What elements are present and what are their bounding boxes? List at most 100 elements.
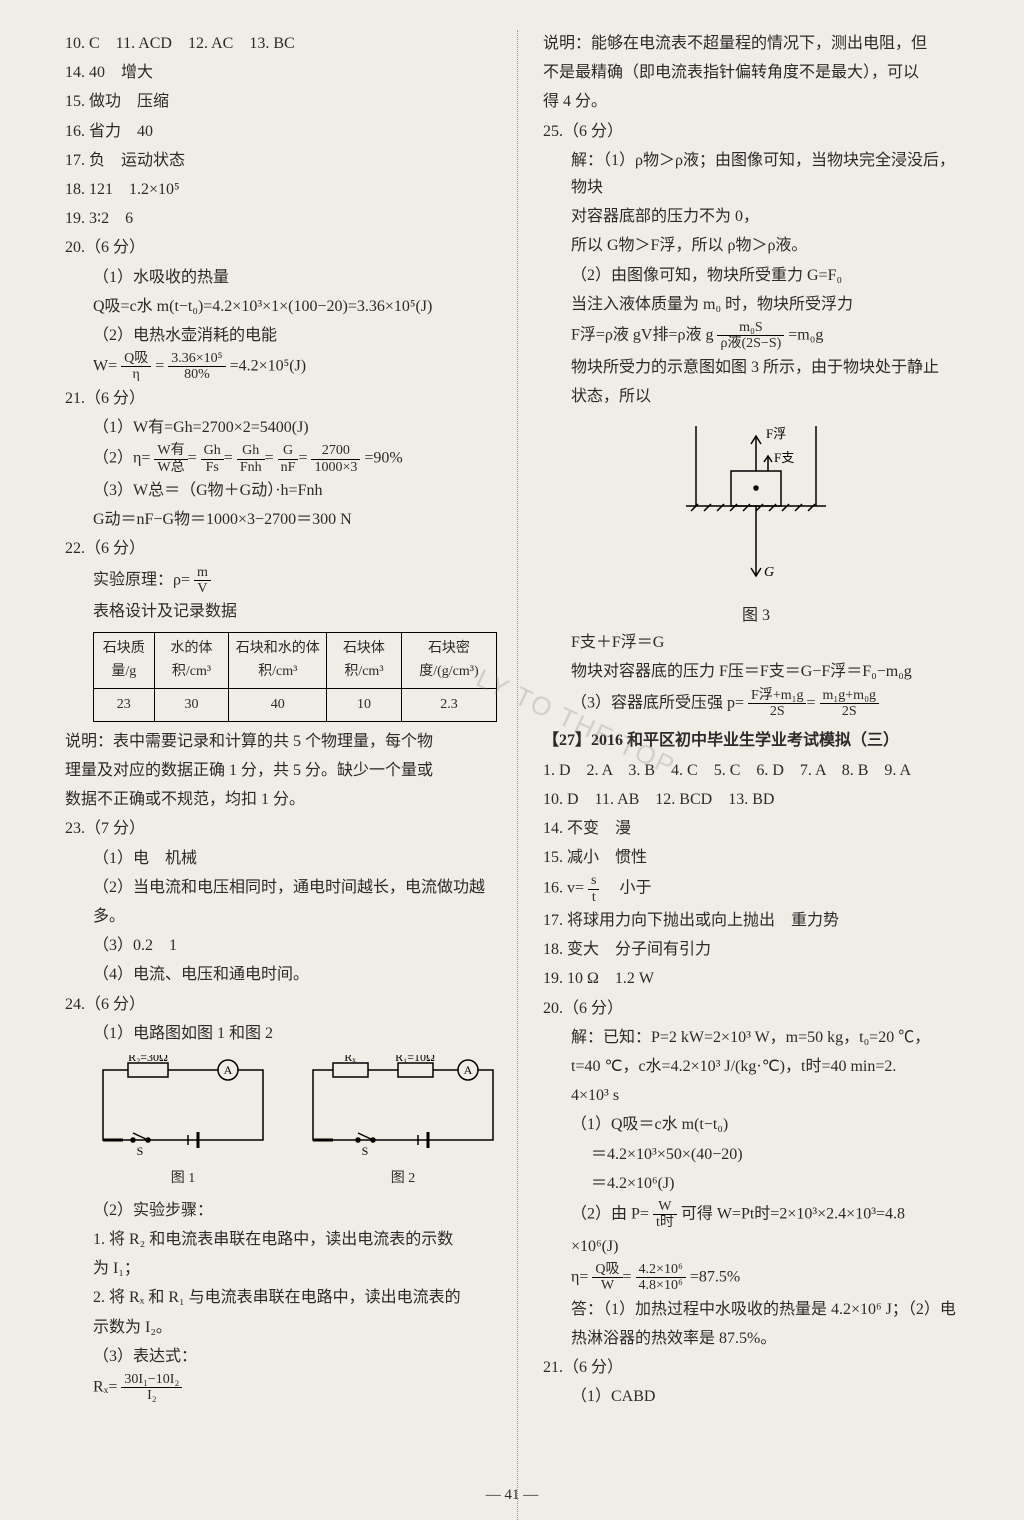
eq-text: F浮=ρ液 gV排=ρ液 g (571, 326, 717, 343)
svg-text:F支: F支 (774, 450, 794, 465)
table-cell: 2.3 (401, 689, 496, 722)
q24-2b2: 示数为 I₂。 (65, 1314, 497, 1341)
page-number: — 41 — (0, 1483, 1024, 1509)
note: 得 4 分。 (543, 88, 969, 115)
data-table: 石块质量/g 水的体积/cm³ 石块和水的体积/cm³ 石块体积/cm³ 石块密… (93, 632, 497, 722)
eq-text: （3）容器底所受压强 p= (571, 694, 744, 711)
table-cell: 石块质量/g (94, 632, 155, 689)
q25-2eq: F浮=ρ液 gV排=ρ液 g m₀Sρ液(2S−S) =m₀g (543, 320, 969, 352)
q20-1: （1）水吸收的热量 (65, 264, 497, 291)
q20b-2: （2）由 P= Wt时 可得 W=Pt时=2×10³×2.4×10³=4.8 (543, 1199, 969, 1231)
q20b-b: t=40 ℃，c水=4.2×10³ J/(kg·℃)，t时=40 min=2. (543, 1053, 969, 1080)
q20b-a: 解：已知：P=2 kW=2×10³ W，m=50 kg，t₀=20 ℃， (543, 1024, 969, 1051)
table-cell: 40 (229, 689, 327, 722)
q25-2f: 物块对容器底的压力 F压＝F支＝G−F浮＝F₀−m₀g (543, 658, 969, 685)
q25-3: （3）容器底所受压强 p= F浮+m₁g2S= m₁g+m₀g2S (543, 688, 969, 720)
circuit-caption: 图 1 (93, 1167, 273, 1191)
q25-2c: 物块所受力的示意图如图 3 所示，由于物块处于静止 (543, 354, 969, 381)
eq-text: 可得 W=Pt时=2×10³×2.4×10³=4.8 (681, 1206, 905, 1223)
q23-3: （3）0.2 1 (65, 932, 497, 959)
q24-2a: 1. 将 R₂ 和电流表串联在电路中，读出电流表的示数 (65, 1226, 497, 1253)
note: 不是最精确（即电流表指针偏转角度不是最大），可以 (543, 59, 969, 86)
table-cell: 石块和水的体积/cm³ (229, 632, 327, 689)
circuit-caption: 图 2 (303, 1167, 503, 1191)
answer-line: 19. 10 Ω 1.2 W (543, 965, 969, 992)
q25-1b: 对容器底部的压力不为 0， (543, 203, 969, 230)
eq-text: 16. v= (543, 880, 584, 897)
q22-note: 数据不正确或不规范，均扣 1 分。 (65, 786, 497, 813)
q21: 21.（6 分） (65, 385, 497, 412)
fraction: GhFnh (237, 443, 265, 475)
eq-text: （2）由 P= (571, 1206, 649, 1223)
svg-text:A: A (224, 1063, 233, 1077)
q22-a: 实验原理：ρ= mV (65, 565, 497, 597)
q25-2e: F支＋F浮＝G (543, 629, 969, 656)
answer-line: 17. 负 运动状态 (65, 147, 497, 174)
answer-line: 18. 变大 分子间有引力 (543, 936, 969, 963)
table-cell: 10 (327, 689, 402, 722)
answer-line: 17. 将球用力向下抛出或向上抛出 重力势 (543, 907, 969, 934)
answer-line: 14. 不变 漫 (543, 815, 969, 842)
section-27-title: 【27】2016 和平区初中毕业生学业考试模拟（三） (543, 727, 969, 754)
table-cell: 石块体积/cm³ (327, 632, 402, 689)
eq-text: 实验原理：ρ= (93, 571, 190, 588)
q25-2b: 当注入液体质量为 m₀ 时，物块所受浮力 (543, 291, 969, 318)
q20b-1a: （1）Q吸＝c水 m(t−t₀) (543, 1111, 969, 1138)
fraction: F浮+m₁g2S (748, 688, 806, 720)
svg-text:R₂=30Ω: R₂=30Ω (128, 1055, 168, 1064)
answer-line: 19. 3∶2 6 (65, 205, 497, 232)
q20b-ans: 答：（1）加热过程中水吸收的热量是 4.2×10⁶ J；（2）电 (543, 1296, 969, 1323)
fraction: Q吸W (592, 1262, 622, 1294)
circuit-svg: R₂=30Ω A S (93, 1055, 273, 1165)
svg-text:G: G (764, 565, 774, 580)
figure-3: F浮 F支 G (676, 416, 836, 596)
q24-2a2: 为 I₁； (65, 1255, 497, 1282)
svg-text:R₁=10Ω: R₁=10Ω (395, 1055, 435, 1064)
fraction: Wt时 (653, 1199, 677, 1231)
q20b-2c: ×10⁶(J) (543, 1233, 969, 1260)
q20b-1b: ＝4.2×10³×50×(40−20) (543, 1141, 969, 1168)
q23-1: （1）电 机械 (65, 845, 497, 872)
q21b-1: （1）CABD (543, 1383, 969, 1410)
fraction: 3.36×10⁵80% (168, 351, 225, 383)
q20: 20.（6 分） (65, 234, 497, 261)
fraction: mV (194, 565, 211, 597)
eq-text: = (155, 358, 164, 375)
svg-text:S: S (137, 1144, 144, 1158)
q23-4: （4）电流、电压和通电时间。 (65, 961, 497, 988)
circuit-1: R₂=30Ω A S 图 1 (93, 1055, 273, 1191)
circuit-svg: Rₓ R₁=10Ω A S (303, 1055, 503, 1165)
eq-text: =4.2×10⁵(J) (230, 358, 307, 375)
q21-1: （1）W有=Gh=2700×2=5400(J) (65, 414, 497, 441)
q22-note: 理量及对应的数据正确 1 分，共 5 分。缺少一个量或 (65, 757, 497, 784)
svg-text:Rₓ: Rₓ (344, 1055, 356, 1064)
q22: 22.（6 分） (65, 535, 497, 562)
right-column: 说明：能够在电流表不超量程的情况下，测出电阻，但 不是最精确（即电流表指针偏转角… (517, 30, 984, 1520)
fraction: m₀Sρ液(2S−S) (717, 320, 784, 352)
q21-3: （3）W总＝（G物＋G动）·h=Fnh (65, 477, 497, 504)
eq-text: （2）η= (93, 450, 150, 467)
q20-1-eq: Q吸=c水 m(t−t₀)=4.2×10³×1×(100−20)=3.36×10… (65, 293, 497, 320)
fraction: GhFs (201, 443, 224, 475)
eq-text: W= (93, 358, 117, 375)
q22-b: 表格设计及记录数据 (65, 598, 497, 625)
svg-text:A: A (464, 1063, 473, 1077)
q22-note: 说明：表中需要记录和计算的共 5 个物理量，每个物 (65, 728, 497, 755)
table-cell: 23 (94, 689, 155, 722)
q20b-ans2: 热淋浴器的热效率是 87.5%。 (543, 1325, 969, 1352)
fraction: 30I₁−10I₂I₂ (121, 1372, 182, 1404)
answer-line: 10. C 11. ACD 12. AC 13. BC (65, 30, 497, 57)
q20b-1c: ＝4.2×10⁶(J) (543, 1170, 969, 1197)
eq-text: =87.5% (690, 1269, 740, 1286)
svg-text:F浮: F浮 (766, 426, 786, 441)
q24: 24.（6 分） (65, 991, 497, 1018)
q20-2-eq: W= Q吸η = 3.36×10⁵80% =4.2×10⁵(J) (65, 351, 497, 383)
q25-2a: （2）由图像可知，物块所受重力 G=F₀ (543, 262, 969, 289)
q24-2: （2）实验步骤： (65, 1197, 497, 1224)
q20b-eta: η= Q吸W= 4.2×10⁶4.8×10⁶ =87.5% (543, 1262, 969, 1294)
answer-line: 15. 做功 压缩 (65, 88, 497, 115)
table-cell: 水的体积/cm³ (154, 632, 229, 689)
q25: 25.（6 分） (543, 118, 969, 145)
eq-text: η= (571, 1269, 588, 1286)
eq-text: =m₀g (788, 326, 823, 343)
